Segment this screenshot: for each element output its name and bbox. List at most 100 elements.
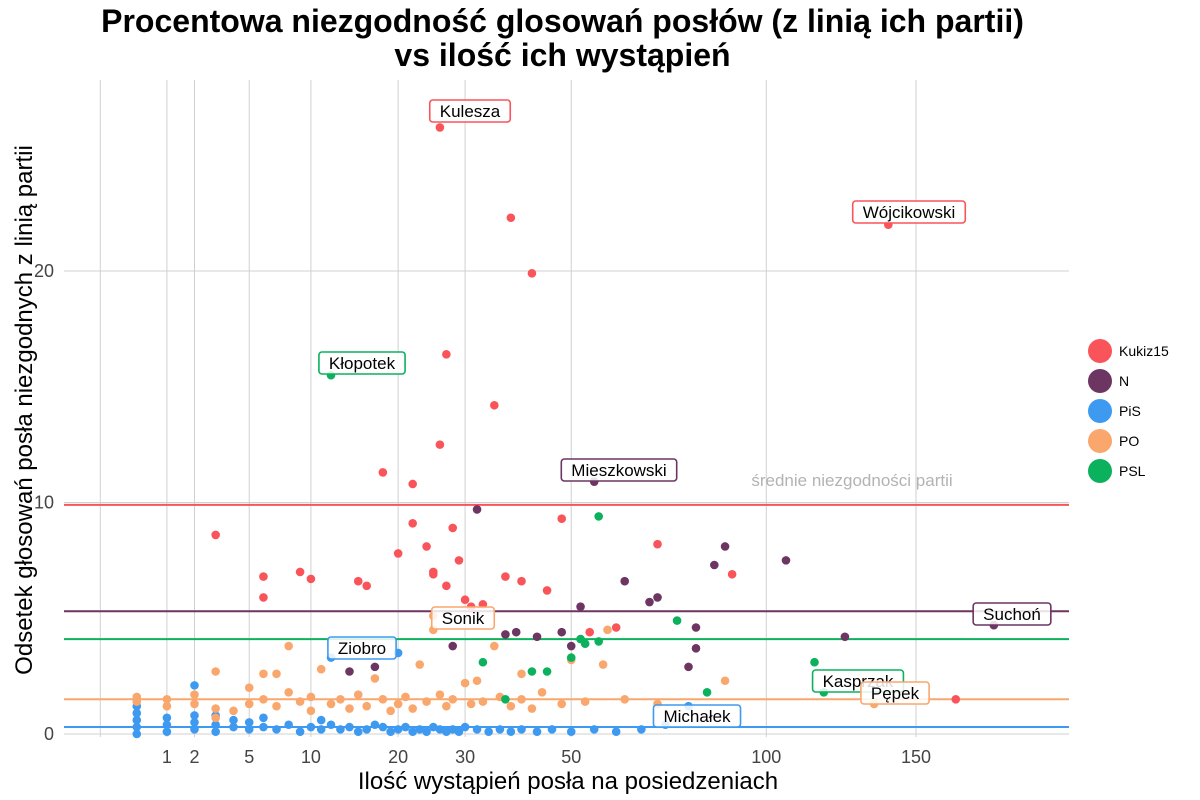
legend-item-po: PO [1088,426,1169,456]
data-point-pis [316,725,326,734]
data-point-pis [472,725,482,734]
data-point-pis [132,708,142,718]
annotation-suchoń: Suchoń [972,602,1052,626]
data-point-kukiz15 [393,549,403,558]
data-point-kukiz15 [306,574,316,584]
data-point-kukiz15 [490,400,499,410]
data-point-pis [244,718,254,727]
data-point-pis [190,718,199,727]
data-point-pis [326,720,336,730]
data-point-pis [162,727,172,736]
data-point-n [370,662,380,672]
data-point-pis [259,713,268,723]
data-point-po [370,674,380,683]
data-point-kukiz15 [727,569,737,579]
data-point-po [336,694,345,704]
data-point-n [710,560,719,570]
y-tick-label: 10 [34,493,54,513]
data-point-kukiz15 [585,627,595,637]
data-point-po [284,641,293,651]
data-point-po [620,694,630,704]
data-point-po [378,694,388,704]
data-point-po [162,694,172,704]
y-tick-label: 0 [44,724,54,744]
data-point-kukiz15 [454,556,464,565]
data-point-pis [259,722,268,732]
data-point-n [691,644,701,653]
legend-label: Kukiz15 [1119,343,1169,359]
mean-lines-label: średnie niezgodności partii [751,471,952,490]
data-point-kukiz15 [422,542,431,551]
data-point-po [259,694,268,704]
chart-title-line1: Procentowa niezgodność glosowań posłów (… [101,3,1024,39]
data-point-po [306,692,316,702]
data-point-psl [527,667,537,676]
data-point-kukiz15 [460,595,470,605]
data-point-pis [211,720,220,730]
data-point-po [401,692,410,702]
data-point-kukiz15 [448,523,458,533]
data-point-po [460,678,470,688]
data-point-po [386,706,395,716]
data-point-pis [162,713,172,723]
data-point-po [362,701,372,711]
x-tick-label: 30 [455,747,475,767]
x-tick-label: 2 [189,747,199,767]
data-point-kukiz15 [442,581,451,591]
data-point-po [211,713,220,723]
data-point-po [211,667,220,676]
legend-item-kukiz15: Kukiz15 [1088,336,1169,366]
data-point-n [720,542,730,551]
data-point-pis [362,725,372,734]
data-point-po [306,706,316,716]
data-point-pis [517,725,526,734]
data-point-pis [401,722,410,732]
data-point-pis [272,725,281,734]
data-point-po [537,688,547,697]
data-point-pis [408,727,417,736]
data-point-n [840,632,850,642]
data-point-psl [702,688,712,697]
legend-label: PO [1119,433,1140,449]
data-point-kukiz15 [408,519,417,528]
annotation-kulesza: Kulesza [428,99,512,123]
data-point-po [448,694,458,704]
data-point-po [720,676,730,686]
data-point-pis [370,720,380,730]
data-point-po [506,701,516,711]
data-point-pis [393,725,403,734]
data-point-pis [190,681,199,690]
annotation-sonik: Sonik [430,606,496,630]
data-point-pis [386,727,395,736]
data-point-pis [589,725,599,734]
legend-swatch [1088,429,1112,453]
data-point-kukiz15 [501,572,510,581]
annotation-box [428,99,512,123]
annotation-michałek: Michałek [652,704,742,728]
data-point-po [272,669,281,679]
annotation-text: Sonik [442,609,485,628]
chart-title: Procentowa niezgodność glosowań posłów (… [0,4,1125,72]
data-point-psl [580,639,590,649]
data-point-pis [353,727,363,736]
data-point-n [501,630,510,639]
annotation-box [430,606,496,630]
data-point-n [566,641,576,651]
data-point-n [653,593,662,602]
data-point-po [190,699,199,709]
x-tick-label: 20 [388,747,408,767]
data-point-po [190,690,199,699]
chart-title-line2: vs ilość ich wystąpień [394,37,731,73]
data-point-pis [132,722,142,732]
data-point-po [326,699,336,709]
data-point-pis [378,722,388,732]
data-point-pis [345,722,354,732]
data-point-psl [594,637,603,646]
data-point-po [408,704,417,713]
x-axis-label: Ilość wystąpień posła na posiedzeniach [358,768,778,795]
data-point-pis [547,725,557,734]
data-point-pis [435,725,445,734]
data-point-kukiz15 [435,123,445,132]
data-point-psl [501,694,510,704]
